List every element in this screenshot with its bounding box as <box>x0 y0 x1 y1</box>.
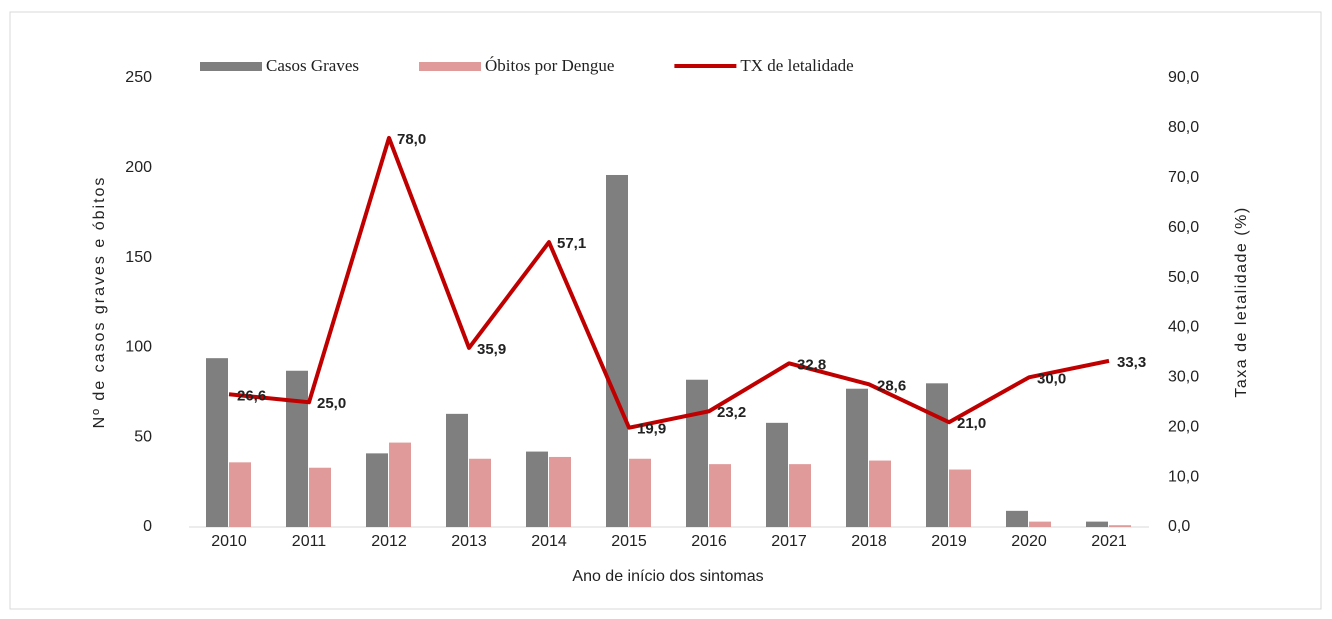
legend-swatch <box>419 62 482 71</box>
y-tick-label: 0 <box>143 518 152 535</box>
bar <box>1109 525 1131 527</box>
bar <box>926 383 948 527</box>
x-tick-label: 2016 <box>691 533 727 550</box>
x-tick-label: 2020 <box>1011 533 1047 550</box>
legend-label: Casos Graves <box>266 56 359 75</box>
bar <box>1086 521 1108 527</box>
bar <box>286 370 308 527</box>
y2-tick-label: 20,0 <box>1168 418 1199 435</box>
y2-axis-title: Taxa de letalidade (%) <box>1233 206 1250 397</box>
x-axis-title: Ano de início dos sintomas <box>572 568 763 585</box>
bar <box>389 442 411 527</box>
y2-tick-label: 50,0 <box>1168 269 1199 286</box>
bar <box>469 458 491 527</box>
x-tick-label: 2014 <box>531 533 567 550</box>
data-label: 21,0 <box>957 415 986 432</box>
x-tick-label: 2010 <box>211 533 247 550</box>
y-axis-title: Nº de casos graves e óbitos <box>91 176 108 429</box>
bar <box>206 358 228 527</box>
y-tick-label: 100 <box>125 339 152 356</box>
data-label: 57,1 <box>557 235 586 252</box>
data-label: 23,2 <box>717 404 746 421</box>
data-label: 78,0 <box>397 131 426 148</box>
x-tick-label: 2017 <box>771 533 807 550</box>
legend: Casos Graves Óbitos por Dengue TX de letal… <box>200 56 854 75</box>
data-label: 19,9 <box>637 421 666 438</box>
y2-tick-label: 60,0 <box>1168 219 1199 236</box>
legend-label: TX de letalidade <box>740 56 853 75</box>
bar <box>869 460 891 527</box>
y-tick-label: 200 <box>125 159 152 176</box>
bar <box>366 453 388 527</box>
y2-tick-label: 30,0 <box>1168 369 1199 386</box>
x-tick-label: 2012 <box>371 533 407 550</box>
x-tick-label: 2018 <box>851 533 887 550</box>
bar <box>709 464 731 527</box>
bar <box>789 464 811 527</box>
y2-tick-label: 90,0 <box>1168 69 1199 86</box>
chart-frame <box>9 11 1322 610</box>
y2-tick-label: 0,0 <box>1168 518 1190 535</box>
legend-label: Óbitos por Dengue <box>485 56 614 75</box>
y-tick-label: 150 <box>125 249 152 266</box>
y2-tick-label: 70,0 <box>1168 169 1199 186</box>
x-tick-label: 2013 <box>451 533 487 550</box>
data-label: 32,8 <box>797 356 826 373</box>
y-tick-label: 250 <box>125 69 152 86</box>
bar <box>1029 521 1051 527</box>
bar <box>606 174 628 527</box>
bar <box>526 451 548 527</box>
data-label: 35,9 <box>477 341 506 358</box>
y2-tick-label: 80,0 <box>1168 119 1199 136</box>
x-tick-label: 2021 <box>1091 533 1127 550</box>
bar <box>309 467 331 527</box>
y-tick-label: 50 <box>134 428 152 445</box>
bar <box>229 462 251 527</box>
bar <box>1006 510 1028 527</box>
bar <box>846 388 868 527</box>
bar <box>549 456 571 527</box>
line <box>228 135 1110 430</box>
bar <box>629 458 651 527</box>
data-label: 30,0 <box>1037 370 1066 387</box>
x-tick-label: 2011 <box>292 533 327 550</box>
x-tick-label: 2019 <box>931 533 967 550</box>
bar <box>686 379 708 527</box>
data-label: 25,0 <box>317 395 346 412</box>
bar <box>446 413 468 527</box>
data-label: 33,3 <box>1117 354 1146 371</box>
data-label: 28,6 <box>877 377 906 394</box>
legend-swatch <box>200 62 262 71</box>
x-tick-label: 2015 <box>611 533 647 550</box>
data-label: 26,6 <box>237 387 266 404</box>
bar <box>766 422 788 527</box>
bar <box>949 469 971 527</box>
y2-tick-label: 40,0 <box>1168 319 1199 336</box>
y2-tick-label: 10,0 <box>1168 468 1199 485</box>
